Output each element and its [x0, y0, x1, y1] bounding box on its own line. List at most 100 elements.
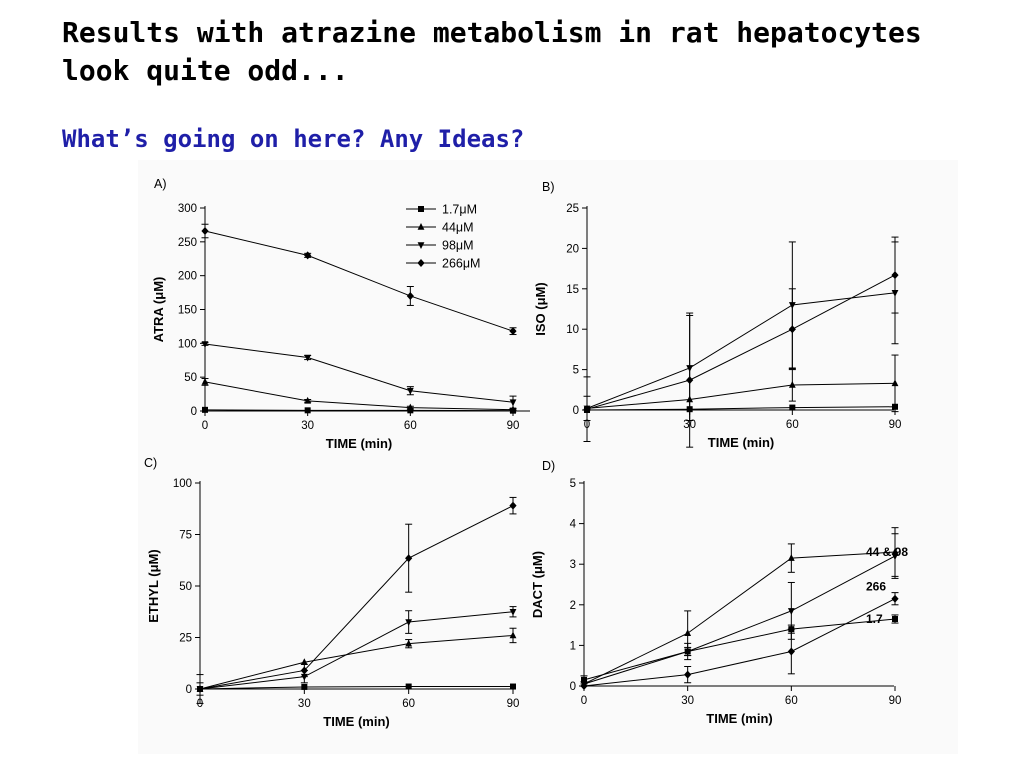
series-line-d-3: [583, 598, 896, 687]
data-point: [509, 631, 517, 639]
legend-label: 98μM: [442, 239, 474, 253]
data-point: [301, 683, 308, 690]
data-point: [891, 553, 899, 561]
data-point: [406, 387, 414, 395]
x-tick-label: 90: [507, 420, 520, 432]
legend-marker: [418, 206, 424, 212]
series-line-b-1: [586, 382, 896, 409]
data-point: [581, 676, 587, 683]
y-tick-label: 0: [191, 406, 197, 418]
y-tick-label: 0: [570, 681, 576, 693]
data-point: [202, 406, 208, 413]
y-tick-label: 300: [178, 203, 197, 215]
x-tick-label: 0: [581, 695, 587, 707]
series-line-a-1: [204, 381, 514, 411]
legend-marker: [417, 259, 425, 267]
slide-subtitle: What’s going on here? Any Ideas?: [62, 125, 525, 153]
y-tick-label: 3: [570, 559, 576, 571]
data-point: [787, 608, 795, 615]
data-point: [684, 629, 692, 637]
data-point: [300, 666, 308, 675]
data-point: [891, 594, 899, 603]
legend-label: 1.7μM: [442, 203, 477, 217]
data-point: [789, 404, 796, 411]
y-tick-label: 150: [178, 305, 197, 317]
data-point: [509, 405, 517, 413]
legend-marker: [417, 223, 425, 230]
x-tick-label: 0: [197, 698, 203, 710]
series-line-b-2: [586, 292, 896, 409]
data-point: [304, 251, 312, 260]
series-line-a-3: [204, 230, 514, 332]
data-point: [406, 291, 414, 300]
data-point: [201, 227, 209, 236]
data-point: [788, 325, 796, 334]
y-tick-label: 2: [570, 600, 576, 612]
y-tick-label: 75: [179, 530, 192, 542]
series-line-d-2: [583, 555, 896, 685]
data-point: [891, 271, 899, 280]
data-point: [787, 647, 795, 656]
data-point: [406, 403, 414, 411]
y-tick-label: 50: [184, 372, 197, 384]
series-line-d-1: [583, 551, 896, 685]
panel-label-b: B): [542, 180, 555, 194]
data-point: [891, 379, 899, 387]
series-line-c-2: [199, 611, 514, 690]
figure-panels: A) 0 50 100 150 200 250 300 0 30 60 90 TIME (min) ATR…: [138, 160, 958, 754]
data-point: [509, 501, 517, 510]
y-tick-label: 100: [178, 338, 197, 350]
series-line-c-1: [199, 634, 514, 690]
annotation-label: 44 & 98: [866, 545, 908, 559]
data-point: [580, 682, 588, 690]
x-tick-label: 60: [402, 698, 415, 710]
y-tick-label: 25: [566, 203, 579, 215]
legend-label: 44μM: [442, 221, 474, 235]
data-point: [304, 354, 312, 362]
x-axis-label-a: TIME (min): [326, 436, 392, 451]
data-point: [787, 554, 795, 561]
data-point: [509, 399, 517, 407]
data-point: [788, 380, 796, 388]
y-axis-label-b: ISO (μM): [533, 282, 548, 335]
y-tick-label: 5: [573, 365, 579, 377]
series-line-c-0: [199, 686, 513, 690]
data-point: [510, 683, 516, 690]
y-tick-label: 20: [566, 243, 579, 255]
series-line-b-0: [586, 406, 896, 411]
x-tick-label: 60: [404, 420, 417, 432]
series-line-b-3: [586, 274, 896, 410]
data-point: [196, 685, 204, 693]
y-tick-label: 1: [570, 640, 576, 652]
y-tick-label: 50: [179, 581, 192, 593]
y-tick-label: 0: [573, 405, 579, 417]
y-axis-label-c: ETHYL (μM): [146, 549, 161, 622]
x-tick-label: 60: [786, 419, 799, 431]
data-point: [684, 648, 692, 656]
legend-marker: [417, 242, 425, 249]
y-tick-label: 25: [179, 633, 192, 645]
data-point: [405, 554, 413, 563]
y-tick-label: 5: [570, 478, 576, 490]
y-tick-label: 100: [173, 478, 192, 490]
x-axis-label-d: TIME (min): [706, 711, 772, 726]
annotation-label: 1.7: [866, 612, 883, 626]
data-point: [686, 376, 694, 385]
series-line-c-3: [199, 505, 514, 690]
y-tick-label: 15: [566, 284, 579, 296]
data-point: [201, 377, 209, 385]
data-point: [684, 670, 692, 679]
x-axis-label-b: TIME (min): [708, 435, 774, 450]
series-line-d-0: [583, 618, 896, 681]
data-point: [583, 405, 591, 414]
x-tick-label: 30: [298, 698, 311, 710]
y-axis-label-d: DACT (μM): [530, 551, 545, 618]
legend-label: 266μM: [442, 257, 480, 271]
y-tick-label: 10: [566, 324, 579, 336]
x-tick-label: 90: [507, 698, 520, 710]
x-tick-label: 0: [202, 420, 208, 432]
data-point: [405, 639, 413, 647]
x-tick-label: 90: [889, 695, 902, 707]
y-tick-label: 250: [178, 237, 197, 249]
